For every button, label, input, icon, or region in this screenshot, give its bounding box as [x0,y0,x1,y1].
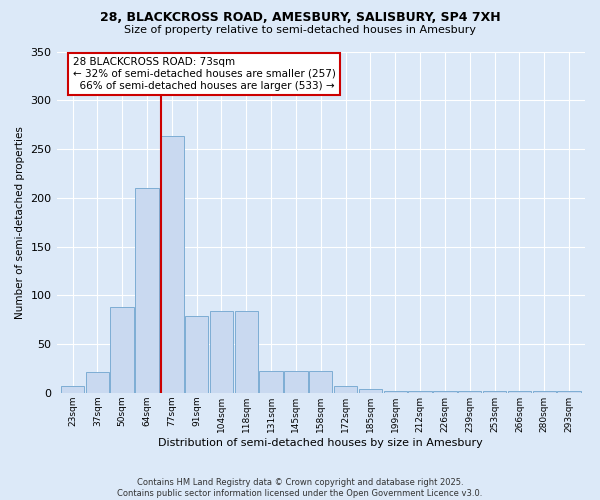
Bar [185,316,208,393]
Bar [383,391,407,393]
X-axis label: Distribution of semi-detached houses by size in Amesbury: Distribution of semi-detached houses by … [158,438,483,448]
Bar [86,372,109,393]
Bar [557,391,581,393]
Text: Size of property relative to semi-detached houses in Amesbury: Size of property relative to semi-detach… [124,25,476,35]
Bar [508,391,531,393]
Bar [235,311,258,393]
Bar [533,391,556,393]
Bar [135,188,158,393]
Bar [259,372,283,393]
Bar [458,391,481,393]
Bar [61,386,84,393]
Bar [334,386,358,393]
Bar [359,389,382,393]
Text: Contains HM Land Registry data © Crown copyright and database right 2025.
Contai: Contains HM Land Registry data © Crown c… [118,478,482,498]
Bar [409,391,432,393]
Bar [483,391,506,393]
Bar [110,307,134,393]
Text: 28, BLACKCROSS ROAD, AMESBURY, SALISBURY, SP4 7XH: 28, BLACKCROSS ROAD, AMESBURY, SALISBURY… [100,11,500,24]
Bar [309,372,332,393]
Text: 28 BLACKCROSS ROAD: 73sqm
← 32% of semi-detached houses are smaller (257)
  66% : 28 BLACKCROSS ROAD: 73sqm ← 32% of semi-… [73,58,335,90]
Bar [284,372,308,393]
Bar [433,391,457,393]
Bar [210,311,233,393]
Y-axis label: Number of semi-detached properties: Number of semi-detached properties [15,126,25,318]
Bar [160,136,184,393]
